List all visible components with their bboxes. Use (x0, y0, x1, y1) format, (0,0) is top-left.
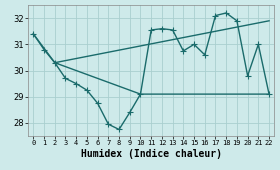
X-axis label: Humidex (Indice chaleur): Humidex (Indice chaleur) (81, 149, 222, 159)
